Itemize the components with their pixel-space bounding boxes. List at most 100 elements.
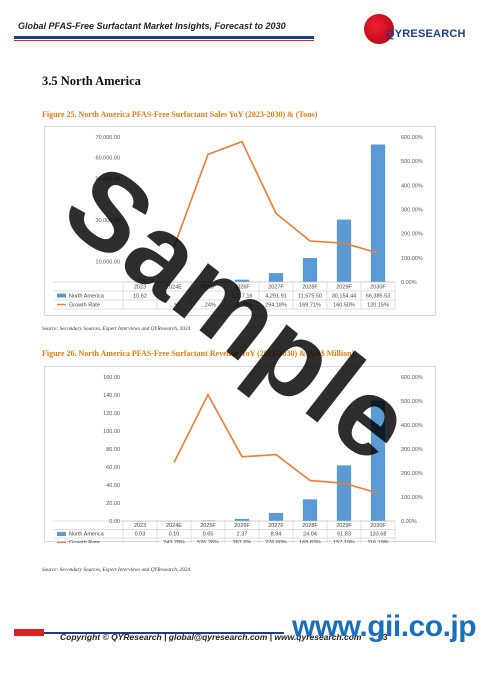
left-tick-label: 120.00 — [103, 411, 120, 417]
bar-value-label: 0.65 — [203, 532, 214, 538]
bar-value-label: 8.94 — [271, 532, 282, 538]
legend-bar-key — [57, 293, 66, 298]
category-label: 2024E — [166, 285, 182, 291]
legend-bar-label: North America — [69, 532, 105, 538]
growth-value-label: 276.60% — [265, 540, 287, 543]
bar — [302, 258, 318, 282]
left-tick-label: 50,000.00 — [96, 176, 120, 182]
growth-value-label: ...% — [169, 303, 179, 309]
right-tick-label: 0.00% — [401, 280, 417, 286]
legend-line-label: Growth Rate — [69, 540, 100, 543]
bar-value-label: 0.03 — [135, 532, 146, 538]
figure-26-title: Figure 26. North America PFAS-Free Surfa… — [42, 349, 355, 358]
category-label: 2024E — [166, 523, 182, 529]
growth-value-label: 120.15% — [367, 303, 389, 309]
sales-yoy-chart: 70,000.00 60,000.00 50,000.00 30,000.00 10,0… — [53, 135, 423, 310]
figure-25-chart: 70,000.00 60,000.00 50,000.00 30,000.00 10,0… — [44, 126, 436, 316]
left-tick-label: 0.00 — [109, 519, 120, 525]
growth-value-label: 160.50% — [333, 303, 355, 309]
growth-value-label: 157.19% — [333, 540, 355, 543]
header-rule-accent — [14, 40, 314, 41]
category-label: 2026F — [234, 285, 250, 291]
footer-rule — [44, 632, 284, 634]
bar-value-label: 24.04 — [303, 532, 317, 538]
growth-value-label: 116.19% — [367, 540, 388, 543]
right-tick-label: 200.00% — [401, 471, 423, 477]
left-tick-label: 10,000.00 — [96, 259, 120, 265]
category-label: 2029F — [336, 523, 352, 529]
left-tick-label: 20.00 — [106, 501, 120, 507]
bar — [200, 520, 216, 521]
left-tick-label: 70,000.00 — [96, 135, 120, 141]
category-label: 2030F — [370, 523, 386, 529]
right-tick-label: 400.00% — [401, 183, 423, 189]
category-label: 2026F — [234, 523, 250, 529]
bar — [336, 465, 352, 521]
page-number: 63 — [378, 632, 388, 642]
category-label: 2028F — [302, 523, 318, 529]
header-rule — [14, 36, 314, 39]
bar-value-label: 0.10 — [169, 532, 180, 538]
left-tick-label: 140.00 — [103, 393, 120, 399]
category-label: 2025F — [200, 523, 216, 529]
bar-value-label: 11,575.50 — [298, 294, 322, 300]
growth-value-label: ...5.73% — [232, 303, 252, 309]
right-tick-label: 500.00% — [401, 159, 423, 165]
bar — [234, 279, 250, 282]
left-tick-label: 30,000.00 — [96, 218, 120, 224]
bar — [268, 512, 284, 521]
category-label: 2023 — [134, 285, 146, 291]
category-label: 2027F — [268, 285, 284, 291]
figure-26-source: Source: Secondary Sources, Expert Interv… — [42, 567, 191, 573]
growth-value-label: 526.26% — [197, 540, 219, 543]
right-tick-label: 300.00% — [401, 447, 423, 453]
right-tick-label: 100.00% — [401, 256, 423, 262]
bar — [234, 518, 250, 521]
logo-text: QYRESEARCH — [386, 28, 466, 40]
bar — [370, 144, 386, 282]
growth-value-label: 169.71% — [299, 303, 321, 309]
figure-26-chart: 160.00 140.00 120.00 100.00 80.00 60.00 40.00 2… — [44, 366, 436, 543]
bar — [268, 273, 284, 282]
left-tick-label: 60.00 — [106, 465, 120, 471]
category-label: 2028F — [302, 285, 318, 291]
legend-bar-label: North America — [69, 294, 105, 300]
category-label: 2030F — [370, 285, 386, 291]
right-tick-label: 100.00% — [401, 495, 423, 501]
left-tick-label: 100.00 — [103, 429, 120, 435]
footer-copyright: Copyright © QYResearch | global@qyresear… — [60, 632, 362, 642]
right-tick-label: 300.00% — [401, 208, 423, 214]
figure-25-source: Source: Secondary Sources, Expert Interv… — [42, 326, 191, 332]
bar-value-label: 61.83 — [337, 532, 351, 538]
left-tick-label: 40.00 — [106, 483, 120, 489]
growth-value-label: 267.6% — [233, 540, 252, 543]
category-label: 2023 — [134, 523, 146, 529]
footer-accent — [14, 629, 44, 636]
bar — [336, 219, 352, 282]
section-title: 3.5 North America — [42, 74, 141, 88]
bar — [370, 400, 386, 521]
growth-rate-line — [173, 140, 379, 254]
growth-rate-line — [173, 392, 379, 494]
page-header: Global PFAS-Free Surfactant Market Insig… — [0, 0, 480, 62]
qyresearch-logo: QYRESEARCH — [362, 10, 465, 50]
left-tick-label: 160.00 — [103, 375, 120, 381]
legend-line-label: Growth Rate — [69, 303, 100, 309]
logo-globe-icon — [364, 14, 394, 44]
growth-value-label: 168.83% — [299, 540, 321, 543]
growth-value-label: 243.78% — [163, 540, 185, 543]
right-tick-label: 600.00% — [401, 135, 423, 141]
gii-logo: www.gii.co.jp — [292, 610, 477, 643]
left-tick-label: 60,000.00 — [96, 156, 120, 162]
figure-25-title: Figure 25. North America PFAS-Free Surfa… — [42, 110, 318, 119]
revenue-yoy-chart: 160.00 140.00 120.00 100.00 80.00 60.00 40.00 2… — [53, 375, 423, 543]
bar — [302, 499, 318, 521]
report-title: Global PFAS-Free Surfactant Market Insig… — [18, 21, 286, 31]
growth-value-label: 294.18% — [265, 303, 287, 309]
left-tick-label: 80.00 — [106, 447, 120, 453]
bar-value-label: 30,154.44 — [332, 294, 356, 300]
right-tick-label: 0.00% — [401, 519, 417, 525]
category-label: 2027F — [268, 523, 284, 529]
bar-value-label: 1,117.16 — [231, 294, 252, 300]
right-tick-label: 500.00% — [401, 399, 423, 405]
